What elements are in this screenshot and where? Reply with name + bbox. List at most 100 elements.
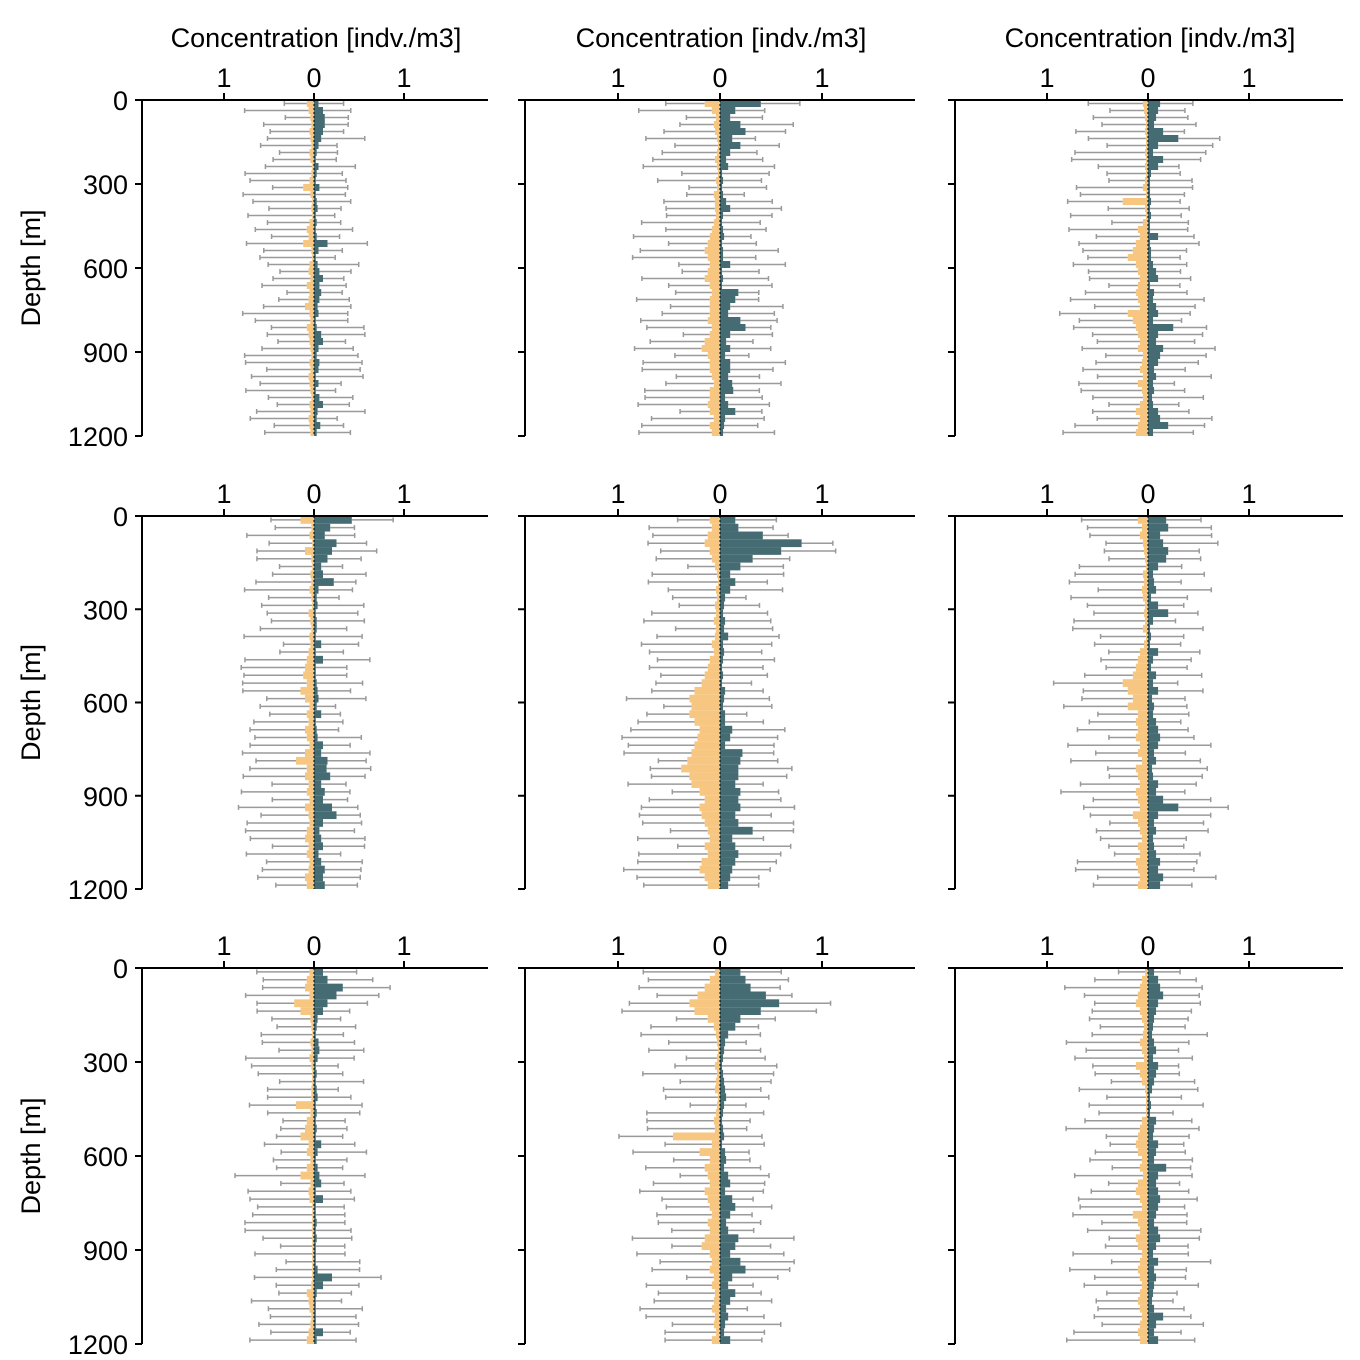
bar-right — [314, 617, 317, 625]
bar-right — [1148, 1250, 1154, 1258]
bar-right — [314, 632, 316, 641]
bar-left — [1144, 1085, 1148, 1094]
bar-right — [314, 324, 317, 331]
bar-right — [1148, 247, 1152, 254]
bar-left — [311, 142, 314, 149]
bar-left — [1137, 865, 1148, 874]
bar-right — [720, 1297, 731, 1305]
bar-left — [711, 523, 720, 532]
bar-right — [314, 429, 317, 436]
bar-left — [1144, 163, 1148, 170]
bar-right — [1148, 1148, 1157, 1156]
bar-right — [1148, 1289, 1154, 1297]
bar-left — [713, 1116, 720, 1125]
bar-right — [720, 1054, 724, 1062]
bar-right — [1148, 107, 1159, 114]
bar-right — [1148, 1171, 1159, 1180]
bar-left — [711, 324, 720, 331]
bar-right — [720, 149, 731, 156]
bar-right — [1148, 554, 1167, 563]
bar-left — [306, 826, 314, 835]
bar-left — [1127, 686, 1148, 695]
bar-left — [715, 212, 720, 219]
bar-left — [707, 1015, 720, 1023]
bar-left — [309, 991, 314, 1000]
bar-left — [309, 261, 314, 268]
bar-right — [1148, 1101, 1152, 1109]
bar-right — [314, 999, 328, 1008]
bar-right — [1148, 163, 1159, 170]
bar-right — [314, 593, 317, 602]
bar-right — [314, 975, 328, 984]
bar-left — [699, 787, 720, 796]
y-tick-label: 1200 — [68, 875, 128, 905]
panel-row2-col1: 1 0 1 0 300 600 900 1200 Depth [m] — [16, 479, 488, 905]
bar-left — [309, 741, 314, 750]
bar-left — [714, 562, 720, 571]
bar-right — [314, 107, 323, 114]
bar-left — [1139, 1336, 1148, 1344]
x-tick-label: 1 — [610, 479, 625, 509]
bar-right — [1148, 219, 1151, 226]
bar-left — [1127, 702, 1148, 711]
bar-right — [1148, 975, 1159, 984]
bar-left — [704, 983, 720, 992]
bar-left — [715, 609, 720, 618]
bar-left — [715, 114, 720, 121]
bar-right — [720, 1132, 725, 1141]
bar-right — [314, 826, 320, 835]
bar-left — [1135, 733, 1148, 742]
bar-left — [306, 679, 314, 687]
bar-left — [310, 1320, 314, 1329]
bar-left — [305, 547, 314, 555]
bar-right — [1148, 819, 1155, 827]
bar-left — [312, 1203, 314, 1211]
bar-right — [314, 275, 323, 282]
panel-row3-col2: 1 0 1 — [518, 931, 915, 1345]
bar-left — [1139, 1226, 1148, 1235]
bar-right — [314, 1226, 316, 1235]
bar-right — [1148, 547, 1169, 555]
bar-left — [709, 331, 720, 338]
bar-left — [306, 1163, 314, 1172]
bar-left — [1141, 359, 1148, 366]
bar-right — [314, 1179, 322, 1188]
x-tick-label: 1 — [610, 931, 625, 961]
bar-left — [691, 702, 720, 711]
bar-right — [720, 1195, 733, 1203]
bar-right — [720, 226, 724, 233]
bar-left — [1137, 268, 1148, 275]
bar-right — [314, 1203, 316, 1211]
bar-right — [1148, 142, 1159, 149]
bar-right — [1148, 296, 1154, 303]
bar-right — [720, 1163, 725, 1172]
bar-left — [715, 624, 720, 633]
bar-right — [1148, 764, 1153, 773]
bar-left — [704, 795, 720, 804]
bar-right — [1148, 156, 1164, 163]
y-tick-label: 0 — [113, 502, 128, 532]
bar-right — [720, 380, 733, 387]
bar-right — [314, 1328, 323, 1337]
bar-right — [314, 640, 322, 649]
bar-right — [314, 1273, 332, 1282]
bar-left — [308, 1328, 314, 1337]
bar-left — [309, 338, 314, 345]
bar-right — [1148, 1312, 1164, 1321]
bar-right — [720, 1328, 725, 1337]
bar-right — [314, 1289, 317, 1297]
bar-right — [314, 764, 327, 773]
bar-left — [713, 380, 720, 387]
bar-right — [314, 1101, 316, 1109]
bar-left — [1144, 128, 1148, 135]
bar-right — [720, 686, 726, 695]
bar-left — [306, 764, 314, 773]
bar-left — [689, 999, 720, 1008]
bar-left — [707, 881, 720, 889]
bar-right — [314, 516, 352, 524]
bar-right — [720, 811, 736, 820]
bar-right — [1148, 1265, 1155, 1274]
bar-left — [713, 1022, 720, 1031]
bar-left — [309, 219, 314, 226]
bar-left — [715, 1030, 720, 1039]
